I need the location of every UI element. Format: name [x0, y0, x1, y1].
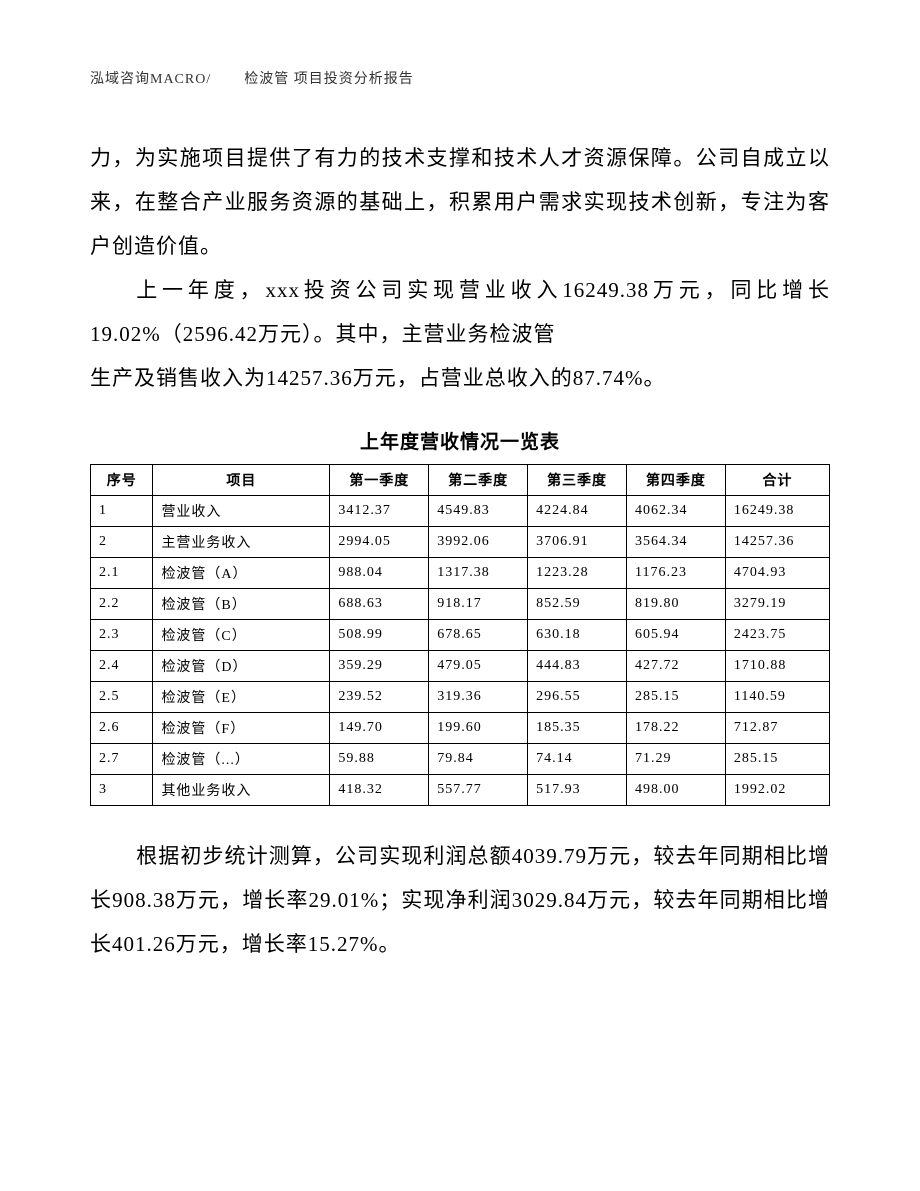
table-cell: 427.72 — [627, 650, 726, 681]
table-cell: 检波管（B） — [153, 588, 330, 619]
table-row: 2.5检波管（E）239.52319.36296.55285.151140.59 — [91, 681, 830, 712]
table-cell: 4224.84 — [528, 495, 627, 526]
table-cell: 2.2 — [91, 588, 153, 619]
table-cell: 819.80 — [627, 588, 726, 619]
table-cell: 444.83 — [528, 650, 627, 681]
table-row: 2主营业务收入2994.053992.063706.913564.3414257… — [91, 526, 830, 557]
table-cell: 630.18 — [528, 619, 627, 650]
table-cell: 其他业务收入 — [153, 774, 330, 805]
header-company: 泓域咨询MACRO/ — [90, 72, 211, 87]
col-header-q1: 第一季度 — [330, 464, 429, 495]
table-cell: 988.04 — [330, 557, 429, 588]
table-title: 上年度营收情况一览表 — [90, 427, 830, 454]
table-cell: 2.7 — [91, 743, 153, 774]
table-row: 2.3检波管（C）508.99678.65630.18605.942423.75 — [91, 619, 830, 650]
table-cell: 285.15 — [725, 743, 829, 774]
table-cell: 185.35 — [528, 712, 627, 743]
table-cell: 检波管（C） — [153, 619, 330, 650]
page-header: 泓域咨询MACRO/ 检波管 项目投资分析报告 — [90, 68, 830, 88]
paragraph-2b: 生产及销售收入为14257.36万元，占营业总收入的87.74%。 — [90, 356, 830, 400]
table-cell: 3992.06 — [429, 526, 528, 557]
table-cell: 359.29 — [330, 650, 429, 681]
col-header-item: 项目 — [153, 464, 330, 495]
table-cell: 检波管（F） — [153, 712, 330, 743]
table-cell: 239.52 — [330, 681, 429, 712]
table-cell: 1710.88 — [725, 650, 829, 681]
col-header-seq: 序号 — [91, 464, 153, 495]
table-cell: 918.17 — [429, 588, 528, 619]
table-cell: 59.88 — [330, 743, 429, 774]
table-row: 2.1检波管（A）988.041317.381223.281176.234704… — [91, 557, 830, 588]
table-cell: 712.87 — [725, 712, 829, 743]
table-cell: 1317.38 — [429, 557, 528, 588]
paragraph-3: 根据初步统计测算，公司实现利润总额4039.79万元，较去年同期相比增长908.… — [90, 834, 830, 966]
revenue-table: 序号 项目 第一季度 第二季度 第三季度 第四季度 合计 1营业收入3412.3… — [90, 464, 830, 806]
table-row: 2.6检波管（F）149.70199.60185.35178.22712.87 — [91, 712, 830, 743]
table-cell: 2.5 — [91, 681, 153, 712]
table-cell: 418.32 — [330, 774, 429, 805]
table-cell: 74.14 — [528, 743, 627, 774]
table-cell: 852.59 — [528, 588, 627, 619]
table-cell: 605.94 — [627, 619, 726, 650]
table-cell: 4704.93 — [725, 557, 829, 588]
table-cell: 296.55 — [528, 681, 627, 712]
table-cell: 检波管（...） — [153, 743, 330, 774]
col-header-q3: 第三季度 — [528, 464, 627, 495]
table-header-row: 序号 项目 第一季度 第二季度 第三季度 第四季度 合计 — [91, 464, 830, 495]
col-header-q2: 第二季度 — [429, 464, 528, 495]
table-cell: 319.36 — [429, 681, 528, 712]
table-cell: 主营业务收入 — [153, 526, 330, 557]
table-cell: 3564.34 — [627, 526, 726, 557]
table-cell: 16249.38 — [725, 495, 829, 526]
table-cell: 1176.23 — [627, 557, 726, 588]
table-cell: 检波管（D） — [153, 650, 330, 681]
table-cell: 2423.75 — [725, 619, 829, 650]
paragraph-2a: 上一年度，xxx投资公司实现营业收入16249.38万元，同比增长19.02%（… — [90, 268, 830, 356]
table-cell: 3 — [91, 774, 153, 805]
col-header-q4: 第四季度 — [627, 464, 726, 495]
table-cell: 1 — [91, 495, 153, 526]
table-cell: 2.4 — [91, 650, 153, 681]
col-header-total: 合计 — [725, 464, 829, 495]
table-cell: 1992.02 — [725, 774, 829, 805]
table-cell: 2.6 — [91, 712, 153, 743]
table-cell: 498.00 — [627, 774, 726, 805]
table-cell: 营业收入 — [153, 495, 330, 526]
table-cell: 检波管（A） — [153, 557, 330, 588]
table-row: 1营业收入3412.374549.834224.844062.3416249.3… — [91, 495, 830, 526]
table-cell: 1223.28 — [528, 557, 627, 588]
table-cell: 3412.37 — [330, 495, 429, 526]
table-cell: 71.29 — [627, 743, 726, 774]
table-cell: 508.99 — [330, 619, 429, 650]
table-cell: 检波管（E） — [153, 681, 330, 712]
table-cell: 4549.83 — [429, 495, 528, 526]
table-cell: 3706.91 — [528, 526, 627, 557]
table-cell: 2 — [91, 526, 153, 557]
table-cell: 517.93 — [528, 774, 627, 805]
table-row: 3其他业务收入418.32557.77517.93498.001992.02 — [91, 774, 830, 805]
table-cell: 149.70 — [330, 712, 429, 743]
table-row: 2.4检波管（D）359.29479.05444.83427.721710.88 — [91, 650, 830, 681]
table-cell: 688.63 — [330, 588, 429, 619]
paragraph-1: 力，为实施项目提供了有力的技术支撑和技术人才资源保障。公司自成立以来，在整合产业… — [90, 136, 830, 268]
table-cell: 2.3 — [91, 619, 153, 650]
table-cell: 2.1 — [91, 557, 153, 588]
table-row: 2.2检波管（B）688.63918.17852.59819.803279.19 — [91, 588, 830, 619]
table-cell: 79.84 — [429, 743, 528, 774]
table-cell: 1140.59 — [725, 681, 829, 712]
table-body: 1营业收入3412.374549.834224.844062.3416249.3… — [91, 495, 830, 805]
table-row: 2.7检波管（...）59.8879.8474.1471.29285.15 — [91, 743, 830, 774]
table-cell: 2994.05 — [330, 526, 429, 557]
table-cell: 199.60 — [429, 712, 528, 743]
table-cell: 678.65 — [429, 619, 528, 650]
table-cell: 3279.19 — [725, 588, 829, 619]
table-cell: 14257.36 — [725, 526, 829, 557]
table-cell: 4062.34 — [627, 495, 726, 526]
table-cell: 479.05 — [429, 650, 528, 681]
header-title: 检波管 项目投资分析报告 — [244, 72, 414, 87]
table-cell: 178.22 — [627, 712, 726, 743]
table-cell: 557.77 — [429, 774, 528, 805]
table-cell: 285.15 — [627, 681, 726, 712]
